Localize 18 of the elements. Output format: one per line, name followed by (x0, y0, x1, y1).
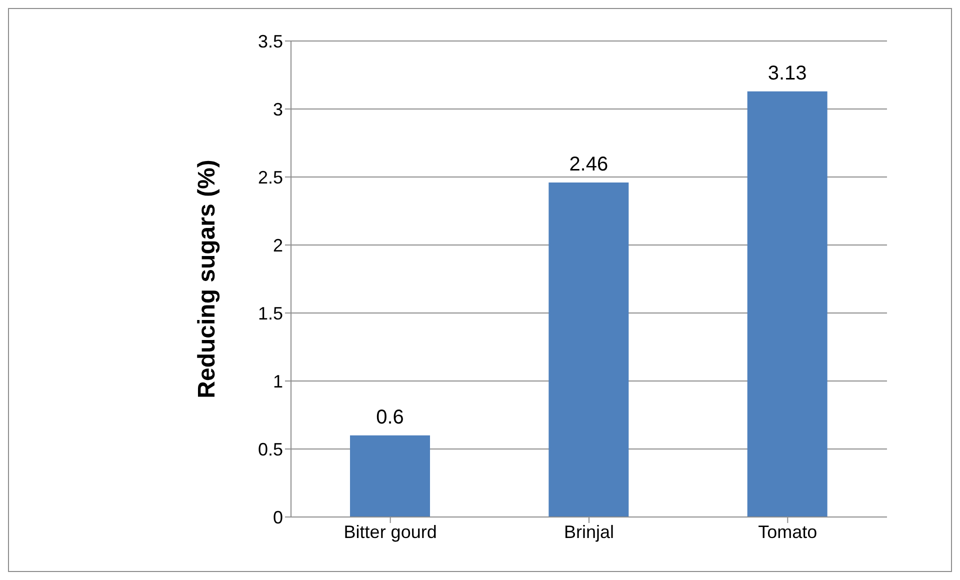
y-tick-label: 0.5 (258, 439, 283, 460)
data-label: 2.46 (569, 153, 608, 176)
y-tick-label: 2.5 (258, 167, 283, 188)
bar (548, 182, 629, 517)
y-tick-label: 1 (272, 371, 283, 392)
bar (747, 91, 828, 517)
y-tick-label: 0 (272, 507, 283, 528)
x-tick-label: Brinjal (564, 522, 614, 542)
x-tick-label: Bitter gourd (344, 522, 437, 542)
y-tick-label: 3 (272, 99, 283, 120)
y-tick-label: 1.5 (258, 303, 283, 324)
bar (350, 435, 430, 517)
x-tick-label: Tomato (758, 522, 818, 542)
y-tick-label: 3.5 (258, 31, 283, 52)
data-label: 0.6 (376, 406, 404, 428)
data-label: 3.13 (768, 62, 807, 84)
y-tick-label: 2 (272, 235, 283, 256)
y-axis-title: Reducing sugars (%) (194, 160, 221, 398)
